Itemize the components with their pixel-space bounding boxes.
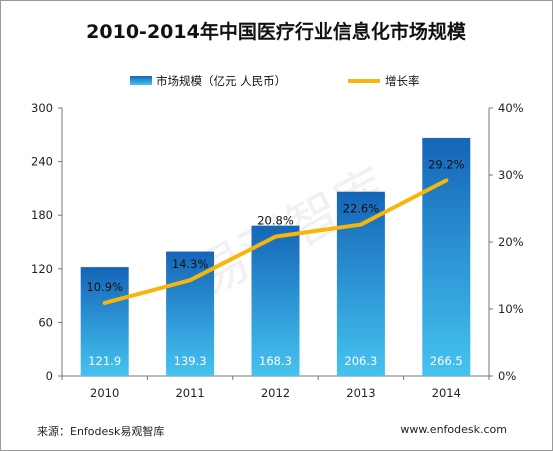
x-tick-label: 2013 [346,386,375,400]
y-left-tick-label: 120 [31,262,53,276]
chart-title: 2010-2014年中国医疗行业信息化市场规模 [86,20,467,43]
x-tick-label: 2012 [261,386,290,400]
y-left-tick-label: 240 [31,155,53,169]
y-right-tick-label: 40% [498,101,524,115]
x-tick-label: 2010 [90,386,119,400]
growth-value-label: 22.6% [343,202,380,216]
growth-value-label: 29.2% [428,157,465,171]
bar [251,225,300,376]
x-tick-label: 2014 [432,386,461,400]
y-right-tick-label: 20% [498,235,524,249]
y-left-tick-label: 60 [38,315,53,329]
bar [422,137,471,376]
bar-value-label: 266.5 [430,354,463,368]
bar [80,267,129,376]
y-left-tick-label: 180 [31,208,53,222]
y-left-tick-label: 0 [46,369,53,383]
x-tick-label: 2011 [175,386,204,400]
y-left-tick-label: 300 [31,101,53,115]
y-right-tick-label: 10% [498,302,524,316]
bar-value-label: 139.3 [174,354,207,368]
bar [336,191,385,376]
footer-url: www.enfodesk.com [400,423,507,436]
bar-value-label: 121.9 [88,354,121,368]
growth-value-label: 20.8% [257,214,294,228]
bar-value-label: 168.3 [259,354,292,368]
y-right-tick-label: 0% [498,369,516,383]
plot-area: 0 60 120 180 240 300 0% 10% 20% 30% 40% 121.9 2010 13… [31,101,524,400]
legend-bar-swatch [130,76,152,85]
footer-source: 来源：Enfodesk易观智库 [37,425,165,438]
legend-line-label: 增长率 [385,74,420,88]
legend-bar-label: 市场规模（亿元 人民币） [156,74,286,88]
growth-value-label: 14.3% [172,257,209,271]
growth-value-label: 10.9% [86,280,123,294]
y-right-tick-label: 30% [498,168,524,182]
bar-value-label: 206.3 [344,354,377,368]
